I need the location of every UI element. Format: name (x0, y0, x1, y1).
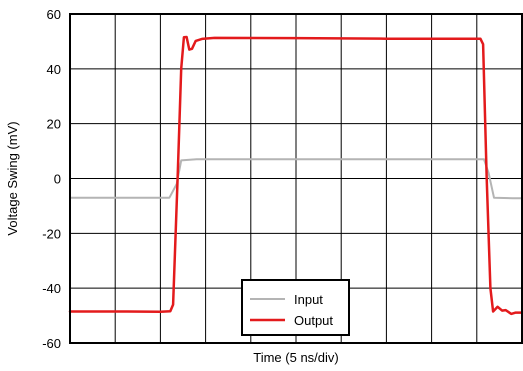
y-tick-label: 40 (47, 62, 61, 77)
legend: Input Output (241, 279, 350, 336)
legend-label-output: Output (294, 313, 333, 328)
x-axis-label: Time (5 ns/div) (253, 350, 338, 365)
y-tick-label: 20 (47, 117, 61, 132)
series-line-input (69, 158, 523, 200)
legend-box (241, 279, 350, 336)
series-line-output (68, 35, 523, 316)
plot-frame (69, 13, 523, 344)
legend-label-input: Input (294, 292, 323, 307)
y-tick-label: -60 (42, 336, 61, 351)
y-tick-label: 0 (54, 172, 61, 187)
y-tick-label: 60 (47, 7, 61, 22)
y-axis-ticks: -60 -40 -20 0 20 40 60 (42, 7, 61, 351)
y-axis-label: Voltage Swing (mV) (5, 121, 20, 235)
y-tick-label: -40 (42, 281, 61, 296)
series-layer (68, 35, 523, 316)
y-tick-label: -20 (42, 226, 61, 241)
